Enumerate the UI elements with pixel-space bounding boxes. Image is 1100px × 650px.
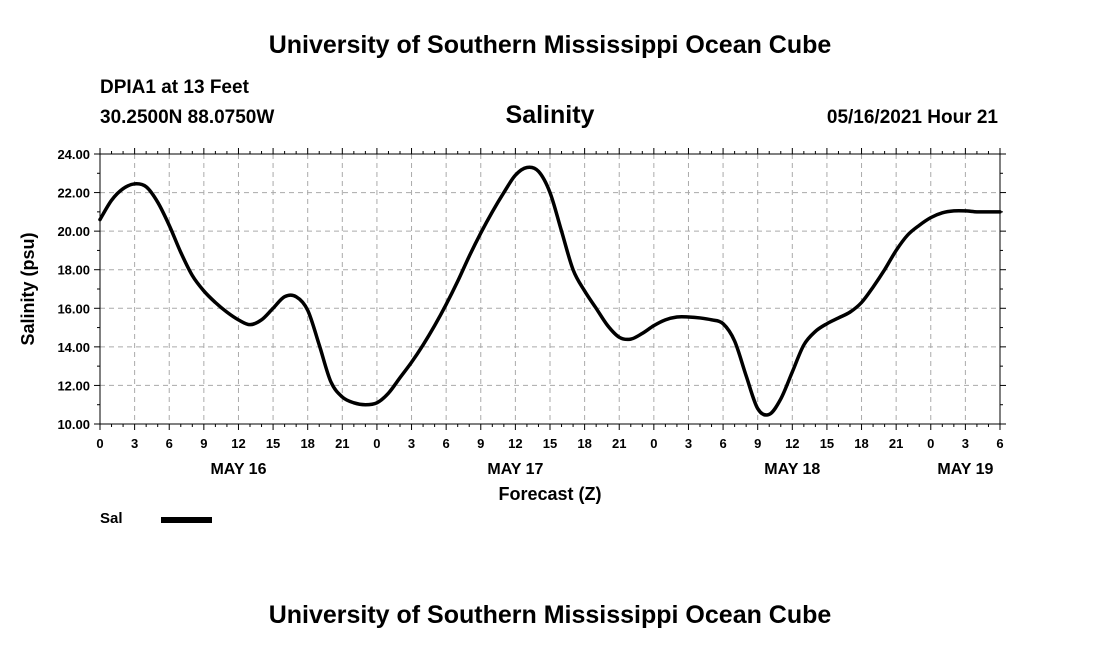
series-layer bbox=[98, 165, 1002, 417]
x-tick-label: 18 bbox=[854, 436, 868, 451]
x-tick-label: 12 bbox=[231, 436, 245, 451]
legend-swatch bbox=[161, 517, 212, 523]
x-tick-label: 9 bbox=[754, 436, 761, 451]
date-label: MAY 17 bbox=[487, 461, 543, 478]
date-labels: MAY 16 MAY 17 MAY 18 MAY 19 bbox=[210, 461, 993, 478]
x-tick-label: 3 bbox=[131, 436, 138, 451]
x-tick-label: 12 bbox=[785, 436, 799, 451]
x-axis-label: Forecast (Z) bbox=[498, 484, 601, 504]
y-tick-label: 10.00 bbox=[57, 417, 90, 432]
y-tick-label: 18.00 bbox=[57, 263, 90, 278]
plot-frame bbox=[99, 153, 1001, 425]
x-tick-label: 21 bbox=[335, 436, 349, 451]
x-tick-label: 9 bbox=[477, 436, 484, 451]
bottom-title: University of Southern Mississippi Ocean… bbox=[268, 601, 832, 629]
y-tick-label: 16.00 bbox=[57, 301, 90, 316]
series-line-sal bbox=[98, 165, 1002, 417]
x-tick-label: 18 bbox=[577, 436, 591, 451]
station-coordinates: 30.2500N 88.0750W bbox=[100, 107, 275, 128]
y-tick-label: 22.00 bbox=[57, 186, 90, 201]
x-tick-labels: 0 3 6 9 12 15 18 21 0 3 6 9 12 15 18 21 0 3 6 9 12 15 18 21 0 3 6 bbox=[96, 436, 1003, 451]
y-axis-label: Salinity (psu) bbox=[18, 232, 38, 345]
top-title: University of Southern Mississippi Ocean… bbox=[268, 31, 832, 59]
x-tick-label: 0 bbox=[650, 436, 657, 451]
date-label: MAY 16 bbox=[210, 461, 266, 478]
grid-lines bbox=[100, 154, 1000, 424]
x-tick-label: 9 bbox=[200, 436, 207, 451]
y-tick-label: 24.00 bbox=[57, 147, 90, 162]
date-label: MAY 19 bbox=[937, 461, 993, 478]
x-tick-label: 21 bbox=[612, 436, 626, 451]
legend-label: Sal bbox=[100, 510, 123, 527]
x-tick-label: 6 bbox=[166, 436, 173, 451]
x-tick-label: 6 bbox=[443, 436, 450, 451]
y-tick-label: 20.00 bbox=[57, 224, 90, 239]
y-tick-label: 12.00 bbox=[57, 378, 90, 393]
x-tick-label: 6 bbox=[996, 436, 1003, 451]
x-tick-label: 12 bbox=[508, 436, 522, 451]
x-tick-label: 3 bbox=[408, 436, 415, 451]
x-tick-label: 21 bbox=[889, 436, 903, 451]
y-tick-label: 14.00 bbox=[57, 340, 90, 355]
x-tick-label: 0 bbox=[927, 436, 934, 451]
x-tick-label: 3 bbox=[962, 436, 969, 451]
station-label: DPIA1 at 13 Feet bbox=[100, 77, 249, 98]
x-tick-label: 15 bbox=[543, 436, 557, 451]
x-tick-label: 3 bbox=[685, 436, 692, 451]
forecast-run-time: 05/16/2021 Hour 21 bbox=[826, 107, 998, 128]
x-tick-label: 18 bbox=[300, 436, 314, 451]
x-tick-label: 0 bbox=[373, 436, 380, 451]
y-tick-labels: 10.00 12.00 14.00 16.00 18.00 20.00 22.00 24.00 bbox=[57, 147, 90, 432]
date-label: MAY 18 bbox=[764, 461, 820, 478]
x-tick-label: 0 bbox=[96, 436, 103, 451]
x-tick-label: 15 bbox=[820, 436, 834, 451]
x-tick-label: 6 bbox=[719, 436, 726, 451]
x-tick-label: 15 bbox=[266, 436, 280, 451]
chart-title: Salinity bbox=[505, 101, 595, 129]
